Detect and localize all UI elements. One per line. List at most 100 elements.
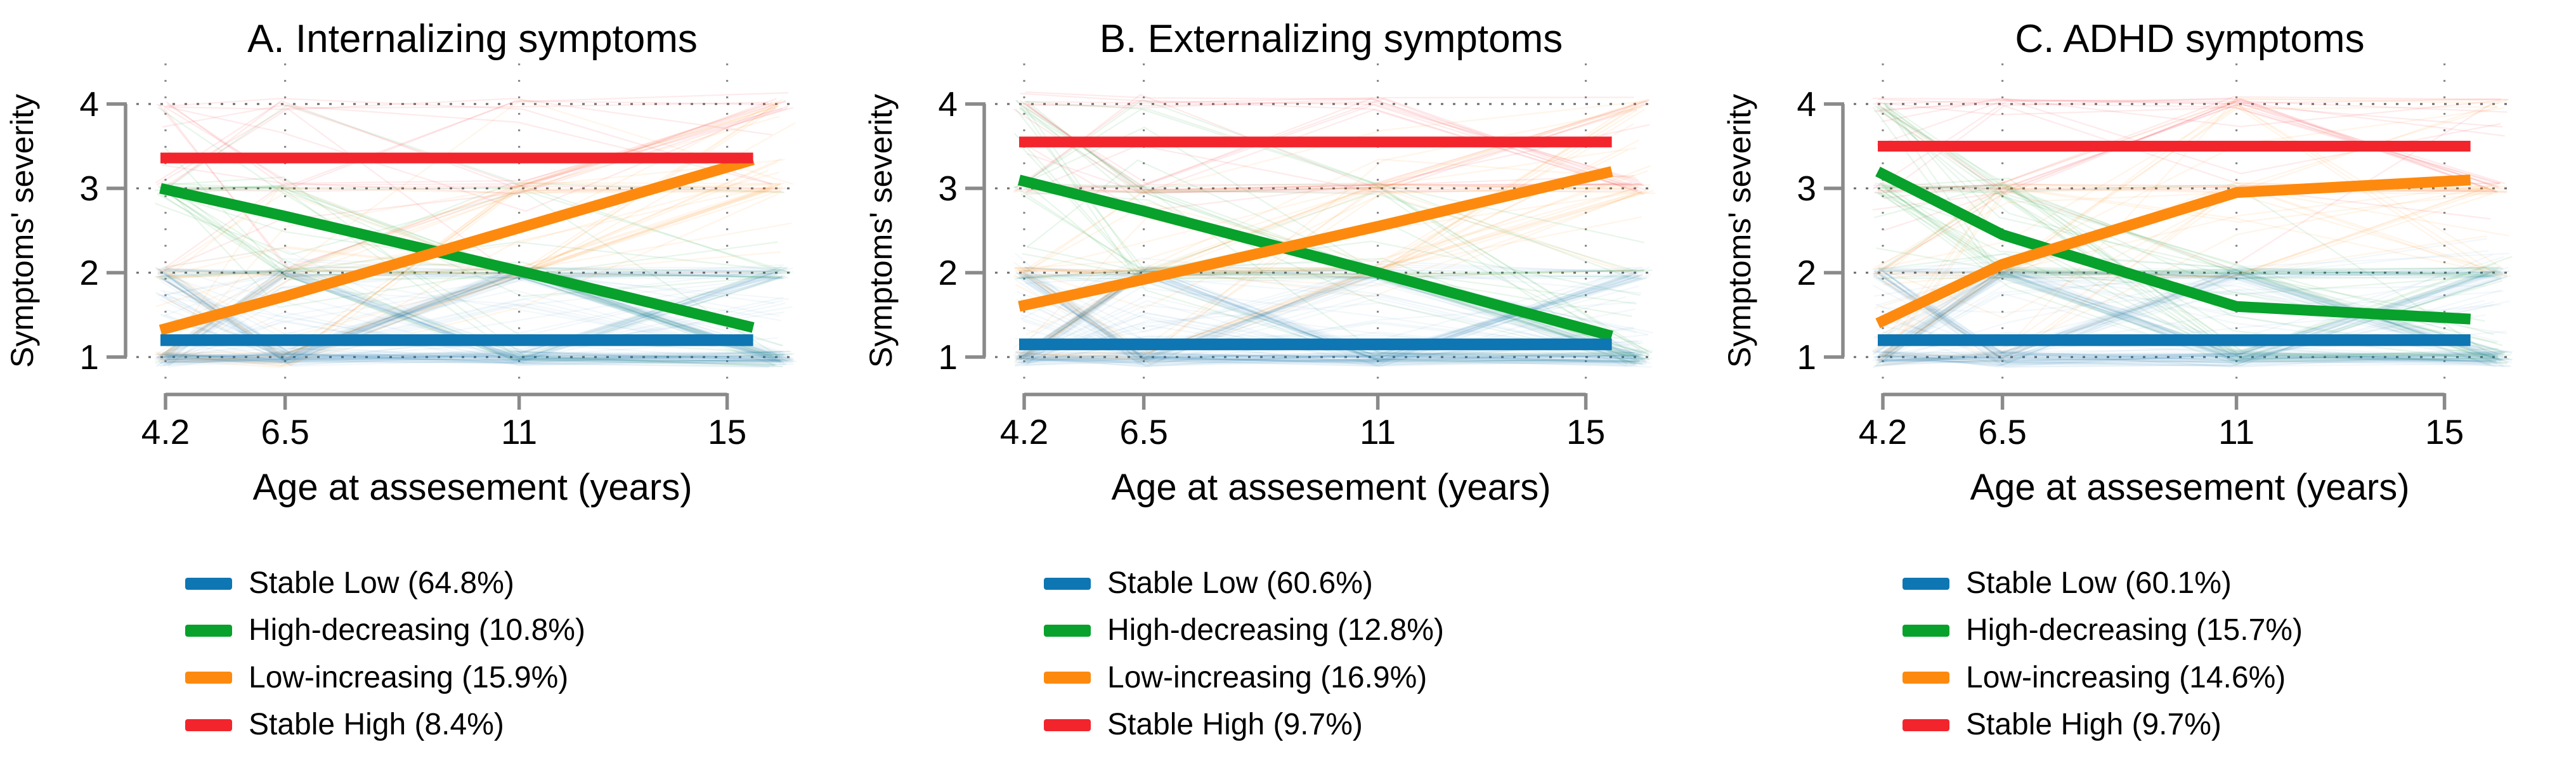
spaghetti-line (1018, 272, 1638, 363)
spaghetti-line (1874, 96, 2509, 194)
spaghetti-line (1019, 187, 1637, 355)
spaghetti-line (161, 289, 784, 362)
spaghetti-line (1874, 261, 2504, 361)
spaghetti-line (1022, 270, 1641, 363)
spaghetti-line (1018, 297, 1629, 364)
spaghetti-line (1885, 103, 2499, 359)
legend-swatch-stable-low (185, 577, 232, 590)
x-tick-label: 4.2 (1000, 412, 1048, 452)
spaghetti-line (1873, 277, 2501, 356)
spaghetti-line (166, 269, 783, 361)
spaghetti-line (162, 351, 779, 367)
spaghetti-line (1025, 269, 1628, 367)
spaghetti-line (1019, 273, 1645, 360)
spaghetti-line (1025, 266, 1626, 356)
spaghetti-line (1878, 277, 2513, 360)
spaghetti-line (1873, 285, 2486, 360)
spaghetti-line (1885, 354, 2505, 363)
spaghetti-line (1877, 256, 2504, 359)
spaghetti-line (168, 356, 776, 366)
spaghetti-line (167, 270, 774, 367)
spaghetti-line (1882, 268, 2504, 363)
spaghetti-line (1876, 356, 2497, 363)
spaghetti-line (1018, 268, 1641, 363)
spaghetti-line (1878, 268, 2507, 368)
spaghetti-line (168, 266, 784, 368)
spaghetti-line (1016, 277, 1630, 357)
y-tick-label: 4 (79, 84, 99, 124)
spaghetti-line (159, 272, 778, 279)
spaghetti-line (1016, 358, 1635, 367)
spaghetti-line (1017, 192, 1636, 358)
plot-area: 1 2 3 4 4.2 6.5 11 15 (79, 63, 797, 452)
spaghetti-line (164, 269, 793, 359)
spaghetti-line (1875, 271, 2502, 363)
spaghetti-line (163, 351, 791, 361)
spaghetti-line (1885, 351, 2493, 368)
panel-internalizing: 1 2 3 4 4.2 6.5 11 15 A. Internalizing symptoms… (0, 0, 859, 768)
spaghetti-line (1022, 352, 1647, 365)
spaghetti-line (1024, 266, 1645, 360)
spaghetti-line (1872, 272, 2497, 361)
spaghetti-line (157, 272, 792, 366)
spaghetti-line (166, 266, 779, 362)
legend: Stable Low (60.1%) High-decreasing (15.7… (1903, 567, 2576, 741)
spaghetti-line (155, 241, 787, 278)
spaghetti-line (157, 107, 788, 275)
spaghetti-line (1025, 273, 1644, 358)
spaghetti-line (1025, 321, 1640, 360)
x-tick-label: 4.2 (141, 412, 190, 452)
spaghetti-line (1018, 273, 1651, 365)
spaghetti-line (155, 266, 793, 365)
spaghetti-line (164, 275, 786, 361)
spaghetti-line (1880, 268, 2498, 360)
spaghetti-line (1879, 271, 2501, 363)
spaghetti-line (159, 297, 783, 361)
spaghetti-line (1882, 270, 2513, 358)
spaghetti-line (1022, 272, 1646, 363)
spaghetti-line (1023, 158, 1637, 272)
spaghetti-line (1878, 277, 2499, 363)
spaghetti-line (1873, 194, 2487, 275)
spaghetti-line (1873, 266, 2497, 368)
spaghetti-line (1884, 181, 2490, 275)
spaghetti-line (1017, 190, 1647, 354)
y-tick-label: 1 (79, 337, 99, 377)
spaghetti-line (1018, 351, 1637, 360)
spaghetti-line (164, 106, 777, 329)
spaghetti-line (1026, 100, 1649, 270)
spaghetti-line (164, 270, 772, 357)
spaghetti-line (164, 267, 771, 363)
legend-item: High-decreasing (10.8%) (185, 614, 859, 646)
spaghetti-line (1880, 268, 2502, 355)
spaghetti-line (167, 184, 782, 362)
spaghetti-line (1877, 254, 2494, 355)
spaghetti-line (1020, 275, 1636, 363)
trajectory-plot-externalizing: 1 2 3 4 4.2 6.5 11 15 B. Externalizing symptoms… (863, 17, 1656, 508)
spaghetti-line (162, 272, 783, 360)
spaghetti-line (1016, 266, 1645, 366)
spaghetti-line (160, 270, 775, 361)
spaghetti-line (168, 266, 776, 364)
x-axis-label: Age at assesement (years) (252, 467, 692, 508)
trajectory-mean-line-high-decreasing (1875, 166, 2471, 325)
legend-item: Stable Low (60.1%) (1903, 567, 2576, 599)
spaghetti-line (1022, 252, 1647, 362)
panel-adhd: 1 2 3 4 4.2 6.5 11 15 C. ADHD symptoms Age at a… (1717, 0, 2576, 768)
spaghetti-line (157, 343, 786, 363)
x-tick-label: 11 (501, 412, 537, 452)
spaghetti-line (1015, 268, 1637, 362)
spaghetti-line (1872, 266, 2506, 368)
spaghetti-line (158, 104, 794, 270)
spaghetti-line (1015, 276, 1639, 362)
spaghetti-line (165, 270, 777, 359)
spaghetti-line (1882, 183, 2495, 357)
spaghetti-line (1026, 276, 1641, 365)
spaghetti-line (1025, 266, 1644, 358)
x-tick-label: 15 (708, 412, 746, 452)
spaghetti-line (1877, 357, 2497, 363)
trajectory-mean-line-low-increasing (1018, 166, 1613, 312)
spaghetti-line (167, 354, 775, 368)
spaghetti-line (1021, 191, 1643, 287)
spaghetti-line (1020, 273, 1636, 363)
